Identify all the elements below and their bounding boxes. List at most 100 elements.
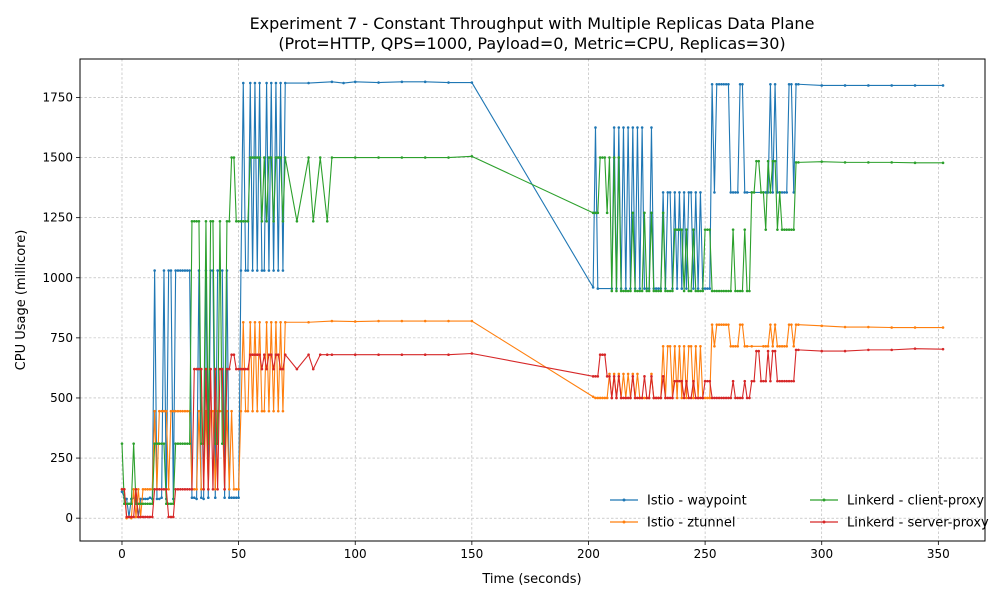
data-point [330,353,334,356]
data-point [258,156,261,159]
data-point [255,269,259,272]
data-point [617,372,621,376]
data-point [652,289,656,293]
data-point [720,82,723,86]
data-point [276,353,280,356]
data-point [619,396,623,400]
data-point [192,219,196,223]
data-point [622,126,625,129]
data-point [183,269,187,272]
data-point [769,191,772,194]
data-point [213,367,217,371]
data-point [724,82,728,86]
data-point [605,211,609,215]
data-point [160,409,163,413]
legend-item: Linkerd - server-proxy [810,516,989,531]
data-point [636,372,639,376]
data-point [678,344,681,348]
data-point [692,396,695,400]
data-point [601,396,604,400]
data-point [248,320,252,324]
data-point [605,375,609,378]
data-point [843,161,847,164]
data-point [227,496,231,500]
data-point [703,379,707,383]
data-point [666,344,670,348]
data-point [685,379,688,383]
data-point [272,219,275,223]
data-point [659,289,663,293]
data-point [181,409,184,413]
grid-lines [80,59,985,541]
data-point [638,396,642,400]
data-point [773,159,777,163]
data-point [281,367,285,371]
data-point [283,81,287,85]
data-point [668,396,672,400]
data-point [708,396,712,400]
data-point [610,289,614,293]
data-point [248,81,252,85]
data-point [169,502,173,506]
data-point [764,344,768,348]
data-point [279,156,282,159]
data-point [274,81,278,85]
data-point [666,289,670,293]
data-point [715,323,719,326]
data-point [195,219,198,223]
y-tick-label: 1000 [42,271,73,285]
legend-label: Istio - waypoint [647,494,747,509]
data-point [603,396,607,400]
data-point [144,502,147,506]
data-point [843,84,847,87]
data-point [650,375,653,378]
data-point [596,396,600,400]
data-point [239,219,243,223]
data-point [608,372,611,376]
data-point [267,353,271,356]
data-point [307,320,310,324]
data-point [188,269,191,272]
data-point [680,228,684,231]
data-point [790,82,793,86]
data-point [867,161,870,164]
data-point [675,287,679,290]
data-point [144,515,147,519]
data-point [769,82,772,86]
data-point [141,502,145,506]
data-point [132,488,135,491]
data-point [244,269,247,272]
data-point [647,289,651,293]
data-point [179,409,182,413]
data-point [283,353,287,356]
data-point [274,156,278,159]
data-point [762,191,765,194]
data-point [820,84,824,87]
data-point [612,156,616,159]
data-point [724,396,728,400]
data-point [792,344,796,348]
data-point [183,488,187,491]
data-point [734,191,737,194]
data-point [199,496,203,500]
data-point [318,353,322,356]
data-point [764,228,768,231]
data-point [262,353,266,356]
data-point [783,379,786,383]
legend-item: Linkerd - client-proxy [810,494,984,509]
data-point [729,396,733,400]
data-point [717,396,721,400]
data-point [246,367,250,371]
data-point [132,442,135,445]
data-point [685,396,688,400]
data-point [155,497,159,501]
data-point [687,396,691,400]
data-point [717,82,721,86]
data-point [890,161,893,164]
data-point [731,228,735,231]
data-point [234,488,238,491]
data-point [722,323,726,326]
data-point [181,442,184,445]
data-point [146,502,149,506]
data-point [743,379,747,383]
